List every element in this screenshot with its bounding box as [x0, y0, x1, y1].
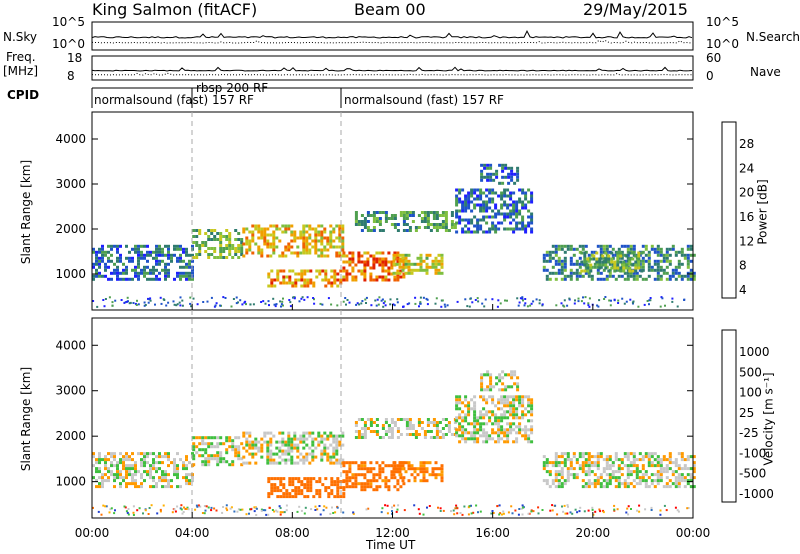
power-cbar-tick-5: 8 — [739, 259, 747, 273]
velocity-band-2 — [242, 431, 345, 465]
power-ytick-label-2: 2000 — [55, 222, 86, 236]
velocity-band-4 — [342, 461, 406, 492]
velocity-cbar-tick-4: -25 — [739, 426, 759, 440]
power-ytick-label-1: 3000 — [55, 177, 86, 191]
velocity-cbar-frame — [721, 329, 737, 503]
nave-tick-top: 60 — [706, 51, 722, 65]
power-ylabel: Slant Range [km] — [19, 159, 34, 265]
nsearch-trace — [91, 39, 693, 44]
power-noise — [92, 296, 686, 308]
power-cbar-tick-1: 24 — [739, 161, 754, 175]
date-label: 29/May/2015 — [583, 0, 688, 19]
velocity-cbar-tick-2: 100 — [739, 386, 762, 400]
xtick-label-6: 00:00 — [676, 526, 711, 540]
nsky-tick-top: 10^5 — [52, 15, 85, 29]
xtick-label-0: 00:00 — [75, 526, 110, 540]
xtick-label-4: 16:00 — [475, 526, 510, 540]
freq-tick-bottom: 8 — [67, 69, 75, 83]
nsearch-label: N.Search — [746, 30, 800, 44]
xtick-label-2: 08:00 — [275, 526, 310, 540]
velocity-noise — [92, 504, 690, 516]
velocity-cbar-tick-3: 25 — [739, 406, 754, 420]
power-colorbar-label: Power [dB] — [755, 179, 770, 245]
power-cbar-tick-4: 12 — [739, 234, 754, 248]
power-band-3 — [267, 269, 346, 288]
power-band-6 — [354, 211, 457, 232]
power-band-1 — [192, 229, 244, 259]
cpid-label: CPID — [7, 88, 40, 102]
velocity-axis: 4000 3000 2000 1000 00:00 04:00 08:00 12:00 16:0… — [55, 338, 710, 540]
power-panel — [92, 163, 696, 308]
velocity-cbar-tick-0: 1000 — [739, 345, 770, 359]
nsky-right-tick-top: 10^5 — [706, 15, 739, 29]
velocity-band-5 — [392, 461, 444, 483]
power-cbar-frame — [721, 121, 737, 299]
velocity-panel — [92, 370, 696, 516]
velocity-cbar-tick-1: 500 — [739, 365, 762, 379]
velocity-band-9 — [542, 452, 696, 489]
velocity-cbar-tick-6: -500 — [739, 467, 766, 481]
power-cbar-tick-6: 4 — [739, 283, 747, 297]
velocity-band-8 — [480, 370, 520, 392]
power-band-0 — [92, 244, 194, 281]
time-axis-label: Time UT — [366, 538, 416, 552]
velocity-cbar-tick-7: -1000 — [739, 487, 774, 501]
velocity-ytick-label-3: 1000 — [55, 475, 86, 489]
nsky-label: N.Sky — [3, 30, 38, 44]
velocity-ytick-label-1: 3000 — [55, 384, 86, 398]
power-colorbar: 28 24 20 16 12 8 4 — [721, 121, 754, 299]
velocity-colorbar: 1000 500 100 25 -25 -100 -500 -1000 — [721, 329, 774, 503]
xtick-label-3: 12:00 — [375, 526, 410, 540]
freq-trace — [91, 66, 693, 72]
nave-tick-bottom: 0 — [706, 69, 714, 83]
velocity-ylabel: Slant Range [km] — [19, 366, 34, 472]
nsky-right-tick-bottom: 10^0 — [706, 37, 739, 51]
nsky-trace — [91, 29, 693, 39]
freq-label: Freq. — [6, 50, 36, 64]
power-band-5 — [392, 253, 444, 275]
freq-tick-top: 18 — [67, 51, 83, 65]
power-cbar-tick-0: 28 — [739, 137, 754, 151]
cpid-segment-1: normalsound (fast) 157 RF — [94, 93, 254, 107]
nave-label: Nave — [750, 65, 781, 79]
freq-strip-frame — [91, 55, 694, 81]
velocity-ytick-label-0: 4000 — [55, 338, 86, 352]
velocity-cbar-tick-5: -100 — [739, 446, 766, 460]
velocity-band-6 — [354, 418, 457, 439]
power-ytick-label-0: 4000 — [55, 132, 86, 146]
power-band-2 — [242, 224, 345, 258]
velocity-band-1 — [192, 436, 244, 467]
velocity-band-0 — [92, 452, 194, 489]
power-axis: 4000 3000 2000 1000 — [55, 132, 694, 310]
station-title: King Salmon (fitACF) — [92, 0, 258, 19]
power-cbar-tick-3: 16 — [739, 210, 754, 224]
xtick-label-5: 20:00 — [576, 526, 611, 540]
power-band-10 — [580, 251, 644, 273]
velocity-ytick-label-2: 2000 — [55, 429, 86, 443]
power-cbar-tick-2: 20 — [739, 186, 754, 200]
velocity-band-3 — [267, 477, 346, 499]
power-ytick-label-3: 1000 — [55, 267, 86, 281]
beam-label: Beam 00 — [354, 0, 426, 19]
power-band-8 — [480, 163, 520, 185]
nsky-tick-bottom: 10^0 — [52, 37, 85, 51]
velocity-band-7 — [455, 395, 534, 444]
xtick-label-1: 04:00 — [175, 526, 210, 540]
power-band-7 — [455, 188, 534, 234]
cpid-segment-3: normalsound (fast) 157 RF — [344, 93, 504, 107]
nave-trace — [91, 72, 692, 76]
velocity-colorbar-label: Velocity [m s⁻¹] — [761, 372, 776, 466]
nsky-strip-frame — [91, 21, 694, 51]
freq-unit-label: [MHz] — [3, 64, 39, 78]
